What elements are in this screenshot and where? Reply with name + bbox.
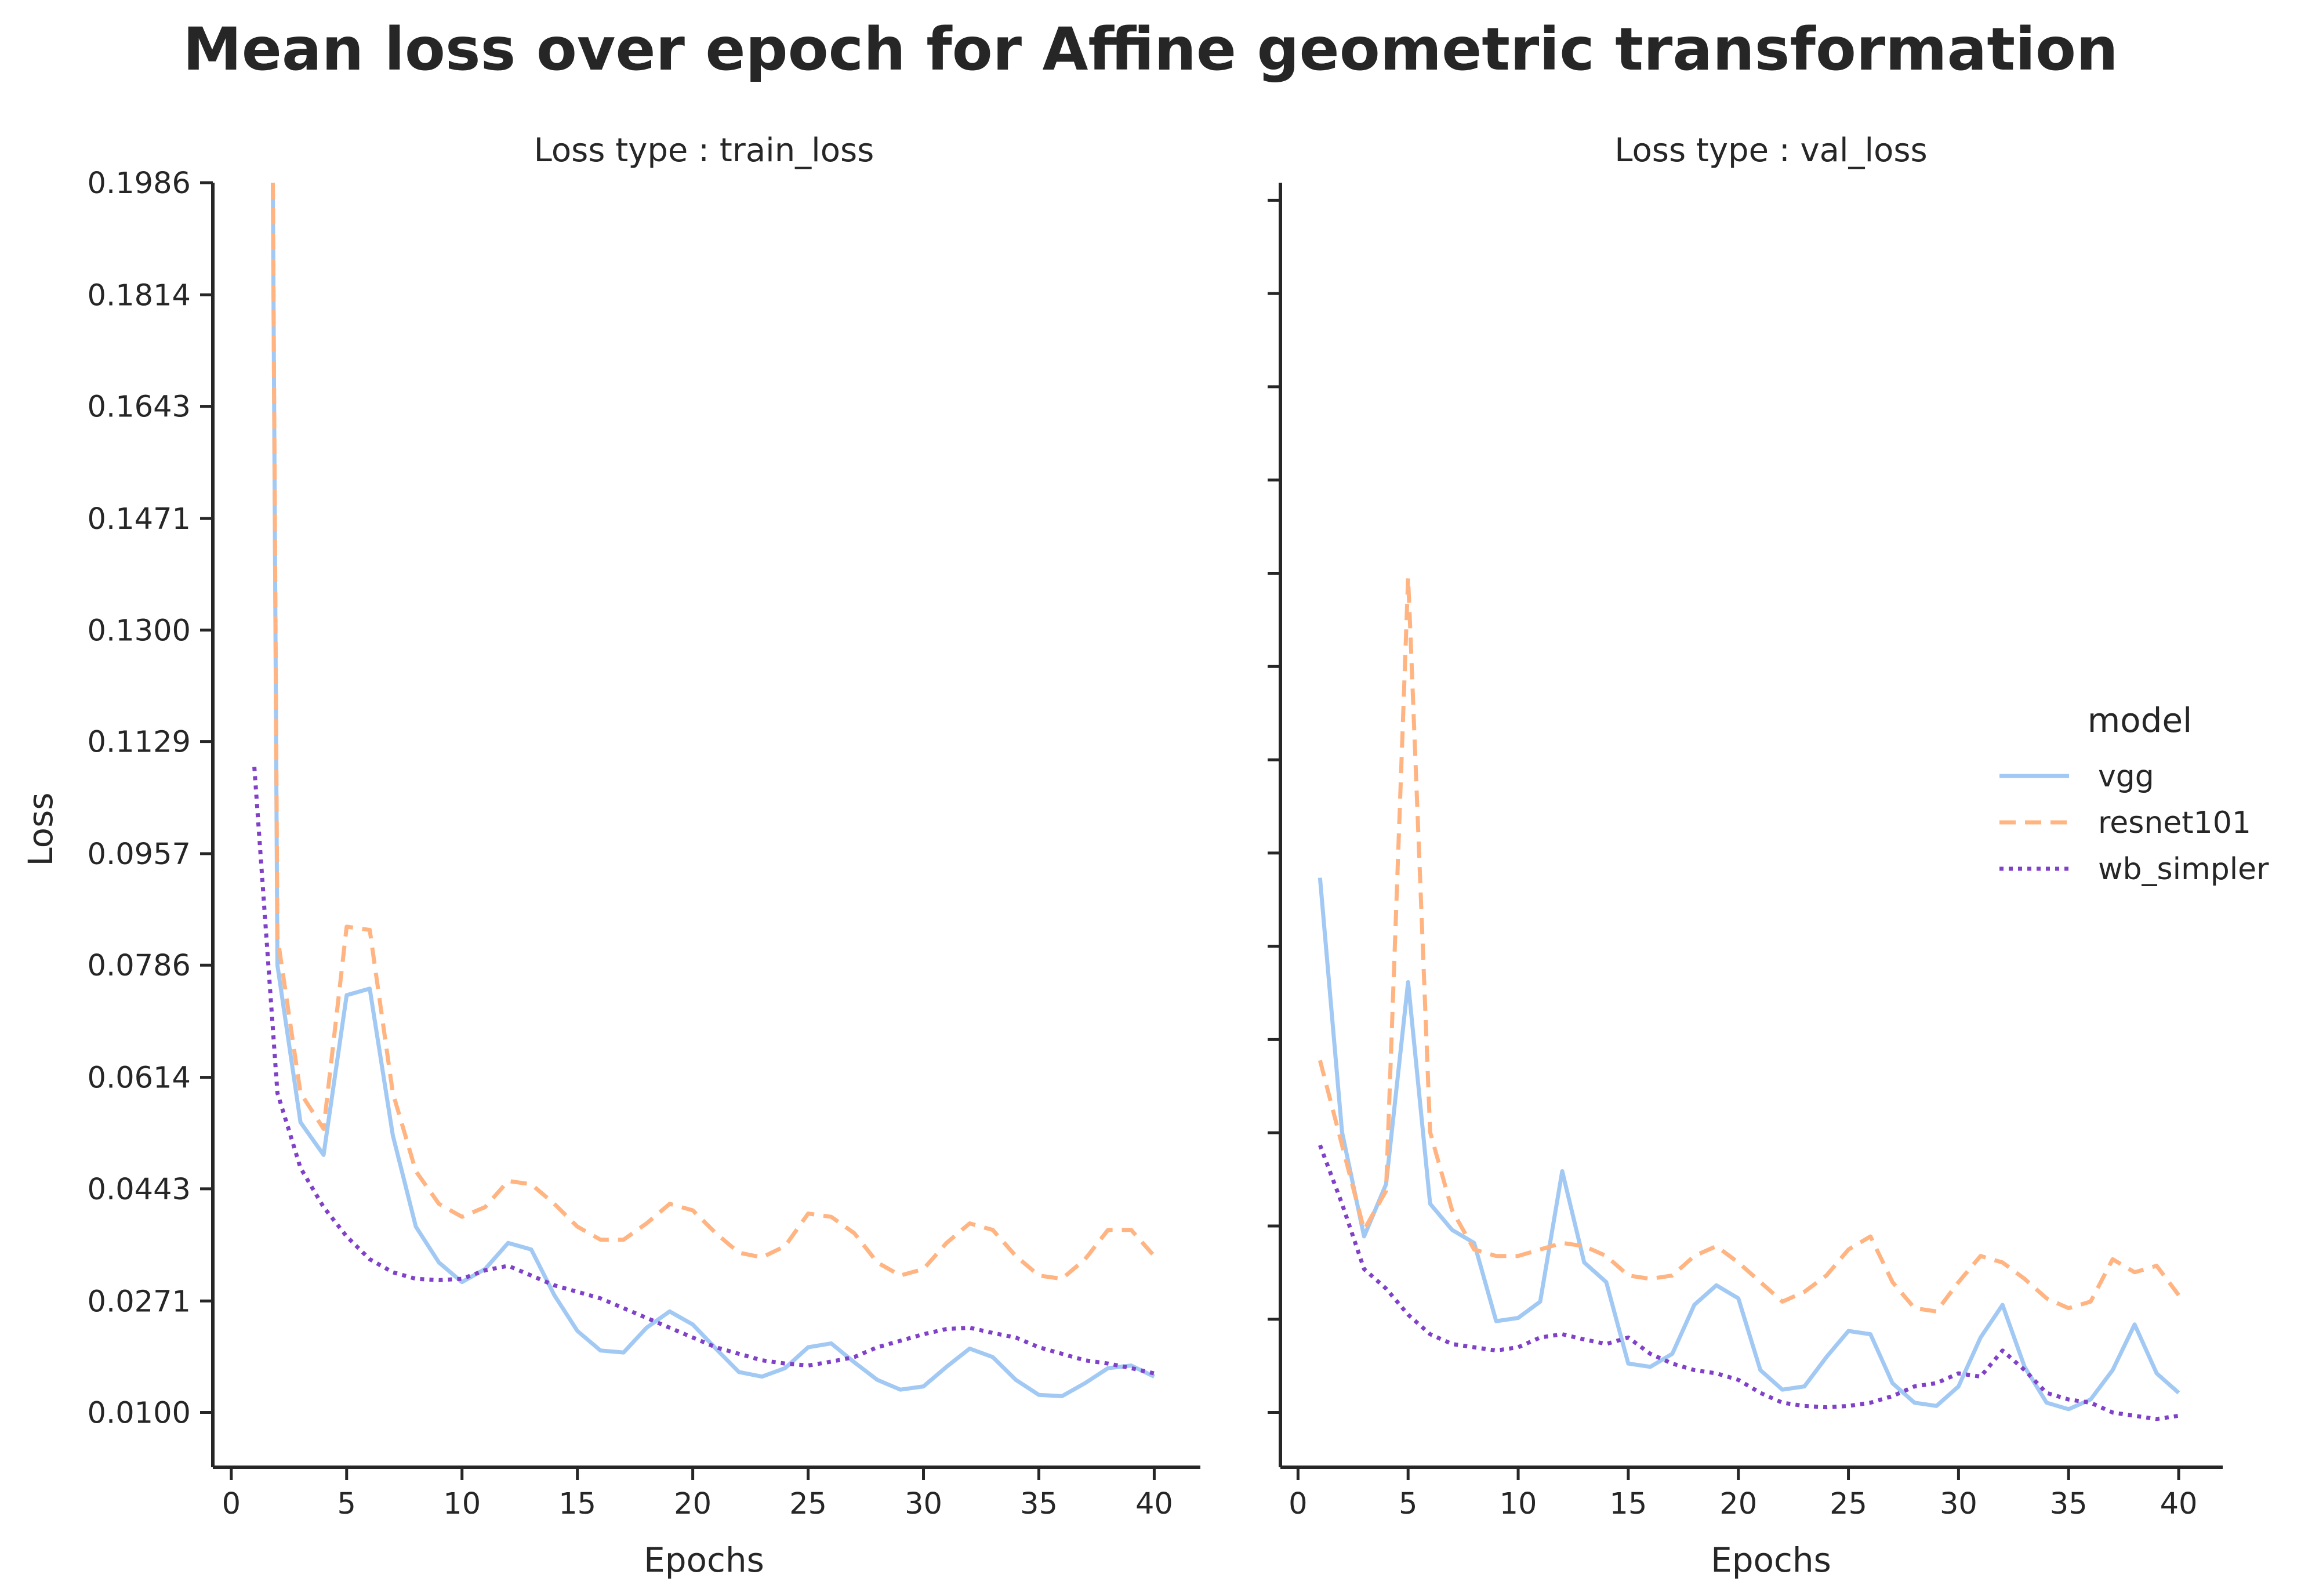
legend-entries: vgg resnet101 wb_simpler bbox=[1999, 759, 2269, 887]
series-line-wb_simpler-val-loss bbox=[1318, 1144, 2179, 1421]
x-tick-label-val-loss: 35 bbox=[2050, 1487, 2088, 1521]
train-loss-axes: 0 5 10 15 20 25 30 35 40 0.0100 0.0271 0.0443 0.0614… bbox=[88, 166, 1200, 1521]
val-loss-series bbox=[1318, 575, 2180, 1421]
y-tick-label-train-loss: 0.1986 bbox=[88, 166, 191, 201]
x-tick-label-val-loss: 5 bbox=[1399, 1487, 1417, 1521]
panel-train-loss: Loss type : train_loss 0 5 10 15 20 25 30 35 400… bbox=[21, 132, 1200, 1580]
y-tick-label-train-loss: 0.0100 bbox=[88, 1396, 191, 1431]
panel-val-loss: Loss type : val_loss 0 5 10 15 20 25 30 35 40 Ep… bbox=[1268, 132, 2223, 1580]
y-tick-label-train-loss: 0.1300 bbox=[88, 614, 191, 648]
x-tick-label-val-loss: 20 bbox=[1719, 1487, 1757, 1521]
series-line-vgg-val-loss bbox=[1318, 877, 2180, 1412]
panel-title-train-loss: Loss type : train_loss bbox=[534, 132, 874, 169]
legend: model vgg resnet101 wb_simpler bbox=[1999, 701, 2269, 887]
x-tick-label-val-loss: 25 bbox=[1830, 1487, 1867, 1521]
val-loss-axes: 0 5 10 15 20 25 30 35 40 bbox=[1268, 183, 2223, 1521]
x-tick-label-train-loss: 40 bbox=[1135, 1487, 1173, 1521]
x-axis-label-val-loss: Epochs bbox=[1711, 1540, 1831, 1580]
y-tick-label-train-loss: 0.0957 bbox=[88, 837, 191, 872]
x-axis-label-train-loss: Epochs bbox=[644, 1540, 764, 1580]
x-tick-label-train-loss: 5 bbox=[337, 1487, 356, 1521]
x-tick-label-train-loss: 20 bbox=[674, 1487, 712, 1521]
x-tick-label-val-loss: 15 bbox=[1609, 1487, 1647, 1521]
legend-label-resnet101: resnet101 bbox=[2098, 806, 2251, 840]
series-line-wb_simpler-train-loss bbox=[252, 767, 1155, 1376]
x-tick-label-val-loss: 30 bbox=[1940, 1487, 1977, 1521]
x-tick-label-train-loss: 10 bbox=[443, 1487, 481, 1521]
y-tick-label-train-loss: 0.0443 bbox=[88, 1173, 191, 1207]
y-tick-label-train-loss: 0.1643 bbox=[88, 390, 191, 425]
legend-label-wb_simpler: wb_simpler bbox=[2098, 852, 2269, 887]
legend-label-vgg: vgg bbox=[2098, 759, 2154, 794]
panel-title-val-loss: Loss type : val_loss bbox=[1614, 132, 1927, 169]
x-tick-label-train-loss: 25 bbox=[789, 1487, 827, 1521]
figure-title: Mean loss over epoch for Affine geometri… bbox=[183, 15, 2118, 84]
legend-title: model bbox=[2088, 701, 2193, 740]
y-tick-label-train-loss: 0.0786 bbox=[88, 949, 191, 983]
y-tick-label-train-loss: 0.1814 bbox=[88, 278, 191, 313]
x-tick-label-train-loss: 30 bbox=[905, 1487, 942, 1521]
x-tick-label-train-loss: 15 bbox=[558, 1487, 596, 1521]
series-line-resnet101-val-loss bbox=[1318, 575, 2180, 1314]
x-tick-label-val-loss: 10 bbox=[1500, 1487, 1537, 1521]
train-loss-series bbox=[252, 182, 1156, 1398]
y-tick-label-train-loss: 0.1129 bbox=[88, 726, 191, 760]
y-tick-label-train-loss: 0.0271 bbox=[88, 1285, 191, 1319]
y-tick-label-train-loss: 0.1471 bbox=[88, 502, 191, 536]
x-tick-label-train-loss: 35 bbox=[1020, 1487, 1058, 1521]
x-tick-label-train-loss: 0 bbox=[222, 1487, 241, 1521]
x-tick-label-val-loss: 40 bbox=[2160, 1487, 2198, 1521]
series-line-resnet101-train-loss bbox=[271, 182, 1156, 1281]
y-tick-label-train-loss: 0.0614 bbox=[88, 1061, 191, 1096]
y-axis-label: Loss bbox=[21, 792, 60, 866]
series-line-vgg-train-loss bbox=[271, 182, 1155, 1398]
x-tick-label-val-loss: 0 bbox=[1289, 1487, 1307, 1521]
